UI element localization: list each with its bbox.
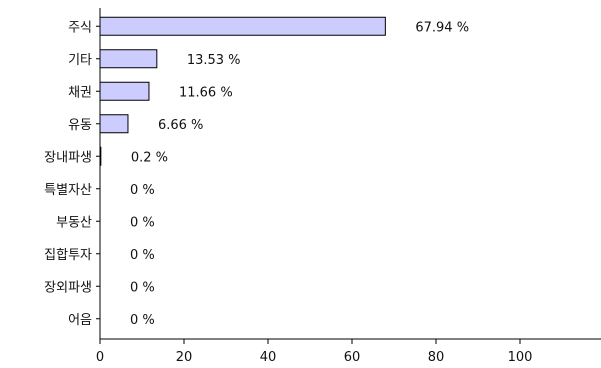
category-label: 장내파생 — [44, 150, 92, 165]
data-label: 0 % — [130, 280, 155, 295]
x-tick-label: 80 — [428, 350, 445, 365]
data-label: 0 % — [130, 248, 155, 263]
x-ticks-group: 0 20 40 60 80 100 — [96, 25, 533, 365]
data-label: 0 % — [130, 313, 155, 328]
bar — [99, 81, 150, 101]
category-label: 기타 — [68, 53, 92, 68]
category-label: 특별자산 — [44, 183, 92, 198]
data-label: 6.66 % — [158, 118, 203, 133]
data-label: 11.66 % — [179, 85, 233, 100]
category-label: 부동산 — [56, 215, 92, 230]
data-label: 0 % — [130, 215, 155, 230]
data-label: 67.94 % — [415, 20, 469, 35]
x-tick-label: 60 — [344, 350, 361, 365]
category-label: 유동 — [68, 118, 92, 133]
x-tick-label: 100 — [508, 350, 533, 365]
bar — [99, 146, 102, 166]
category-label: 주식 — [68, 20, 92, 35]
category-label: 채권 — [68, 85, 92, 100]
data-labels-group: 67.94 % 13.53 % 11.66 % 6.66 % 0.2 % 0 % 0 % 0 … — [130, 20, 469, 328]
category-label: 장외파생 — [44, 280, 92, 295]
bar — [99, 16, 386, 36]
data-label: 0 % — [130, 183, 155, 198]
x-tick-label: 40 — [260, 350, 277, 365]
bar — [99, 114, 129, 134]
category-label: 집합투자 — [44, 248, 92, 263]
x-tick-label: 0 — [96, 350, 104, 365]
bar — [99, 49, 158, 69]
data-label: 13.53 % — [187, 53, 241, 68]
bars-group — [99, 16, 386, 166]
category-label: 어음 — [68, 313, 92, 328]
data-label: 0.2 % — [131, 150, 168, 165]
x-tick-label: 20 — [176, 350, 193, 365]
